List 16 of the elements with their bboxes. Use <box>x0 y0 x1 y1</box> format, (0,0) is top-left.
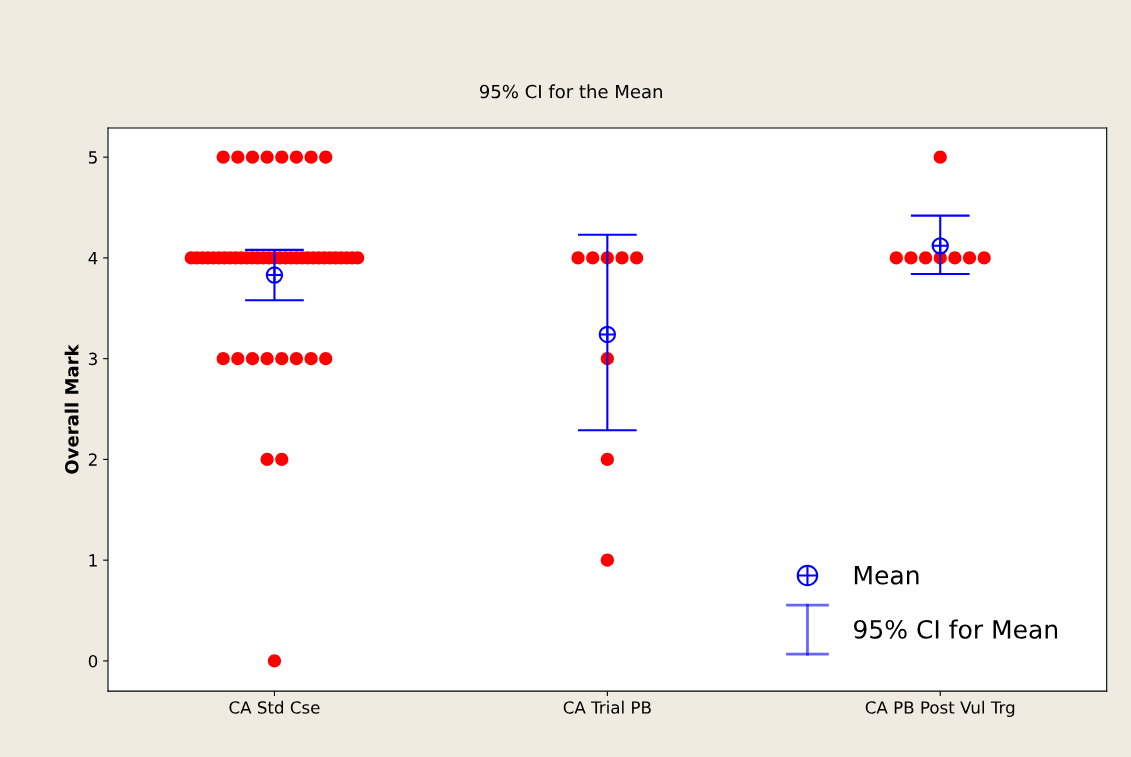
annotation: 95% CI for Mean <box>854 619 1058 639</box>
y-tick-label: 5 <box>88 151 97 164</box>
chart-title: 95% CI for the Mean <box>479 84 662 99</box>
y-tick-label: 2 <box>88 453 97 466</box>
y-tick-label: 1 <box>89 554 97 567</box>
x-tick-label: CA PB Post Vul Trg <box>865 700 1015 717</box>
x-tick-label: CA Trial PB <box>563 700 651 714</box>
y-tick-label: 0 <box>88 654 98 668</box>
point <box>598 325 617 344</box>
point <box>931 237 949 255</box>
point <box>265 266 284 284</box>
legend-label: Mean <box>854 566 919 585</box>
y-tick-label: 3 <box>88 352 97 366</box>
x-tick-label: CA Std Cse <box>229 700 320 714</box>
y-tick-label: 4 <box>88 252 98 265</box>
y-axis-title: Overall Mark <box>64 344 79 474</box>
